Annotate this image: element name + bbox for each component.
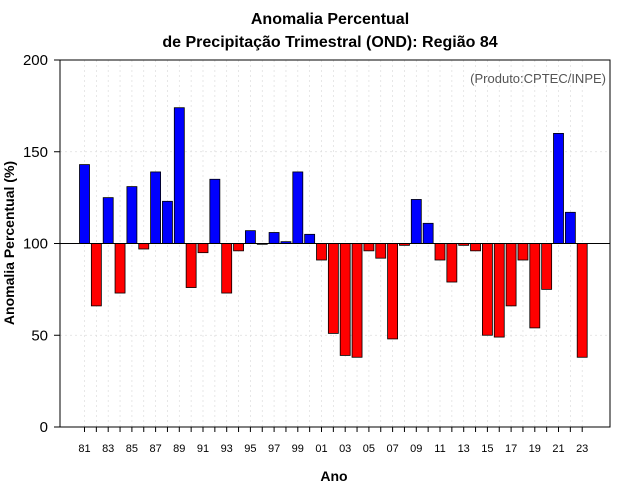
bar-83	[102, 197, 114, 244]
bar-95	[244, 230, 256, 244]
bar-82	[90, 243, 102, 307]
bar-85	[126, 186, 138, 244]
x-tick-label: 89	[173, 443, 185, 455]
x-tick-label: 01	[315, 443, 327, 455]
credit-annotation: (Produto:CPTEC/INPE)	[470, 71, 606, 86]
chart-title: Anomalia Percentual	[251, 11, 409, 28]
bar-18	[517, 243, 529, 261]
x-tick-label: 05	[363, 443, 375, 455]
bar-01	[316, 243, 327, 261]
x-axis-label: Ano	[320, 468, 347, 484]
bar-90	[185, 243, 197, 288]
x-tick-label: 23	[576, 443, 588, 455]
bar-02	[327, 243, 339, 334]
x-tick-label: 93	[221, 443, 233, 455]
bar-19	[529, 243, 541, 329]
bar-12	[446, 243, 458, 283]
y-tick-label: 200	[23, 52, 48, 69]
bar-00	[304, 233, 316, 244]
bar-84	[114, 243, 126, 294]
bar-17	[505, 243, 517, 307]
bar-22	[564, 211, 576, 244]
chart-subtitle: de Precipitação Trimestral (OND): Região…	[162, 34, 497, 51]
bar-14	[470, 243, 481, 252]
bar-11	[434, 243, 446, 261]
bar-04	[351, 243, 363, 358]
bar-94	[233, 243, 244, 252]
x-tick-label: 99	[292, 443, 304, 455]
x-axis: 81 83 85 87 89 91 93 95 97 99 01 03 05 07 09 11 13 15 17 19…	[78, 427, 588, 455]
x-tick-label: 13	[458, 443, 470, 455]
bar-93	[221, 243, 233, 294]
x-tick-label: 07	[386, 443, 398, 455]
bar-88	[162, 200, 173, 244]
x-tick-label: 15	[481, 443, 493, 455]
bar-92	[209, 178, 221, 244]
x-tick-label: 85	[126, 443, 138, 455]
bar-09	[410, 199, 422, 244]
bar-20	[541, 243, 553, 290]
x-tick-label: 95	[244, 443, 256, 455]
y-tick-label: 50	[31, 327, 48, 344]
bar-23	[576, 243, 588, 358]
bar-97	[268, 232, 280, 244]
x-tick-label: 11	[434, 443, 445, 455]
x-tick-label: 17	[505, 443, 517, 455]
bar-03	[339, 243, 351, 356]
bar-10	[422, 222, 434, 244]
y-axis: 0 50 100 150 200	[23, 52, 60, 436]
y-tick-label: 100	[23, 236, 48, 253]
bar-21	[553, 132, 564, 244]
bar-81	[79, 164, 90, 244]
bars	[79, 107, 588, 358]
bar-86	[138, 243, 150, 250]
x-tick-label: 91	[197, 443, 209, 455]
bar-06	[375, 243, 387, 259]
bar-91	[197, 243, 209, 254]
x-tick-label: 83	[102, 443, 114, 455]
x-tick-label: 81	[78, 443, 90, 455]
x-tick-label: 87	[149, 443, 161, 455]
bar-07	[387, 243, 399, 340]
x-tick-label: 21	[552, 443, 564, 455]
bar-16	[493, 243, 505, 338]
x-tick-label: 03	[339, 443, 351, 455]
y-tick-label: 0	[40, 419, 48, 436]
x-tick-label: 09	[410, 443, 422, 455]
x-tick-label: 97	[268, 443, 280, 455]
bar-15	[481, 243, 493, 336]
bar-89	[173, 107, 185, 244]
bar-87	[150, 171, 162, 244]
bar-05	[363, 243, 375, 252]
y-axis-label: Anomalia Percentual (%)	[1, 161, 17, 325]
x-tick-label: 19	[529, 443, 541, 455]
y-tick-label: 150	[23, 144, 48, 161]
bar-99	[292, 171, 304, 244]
